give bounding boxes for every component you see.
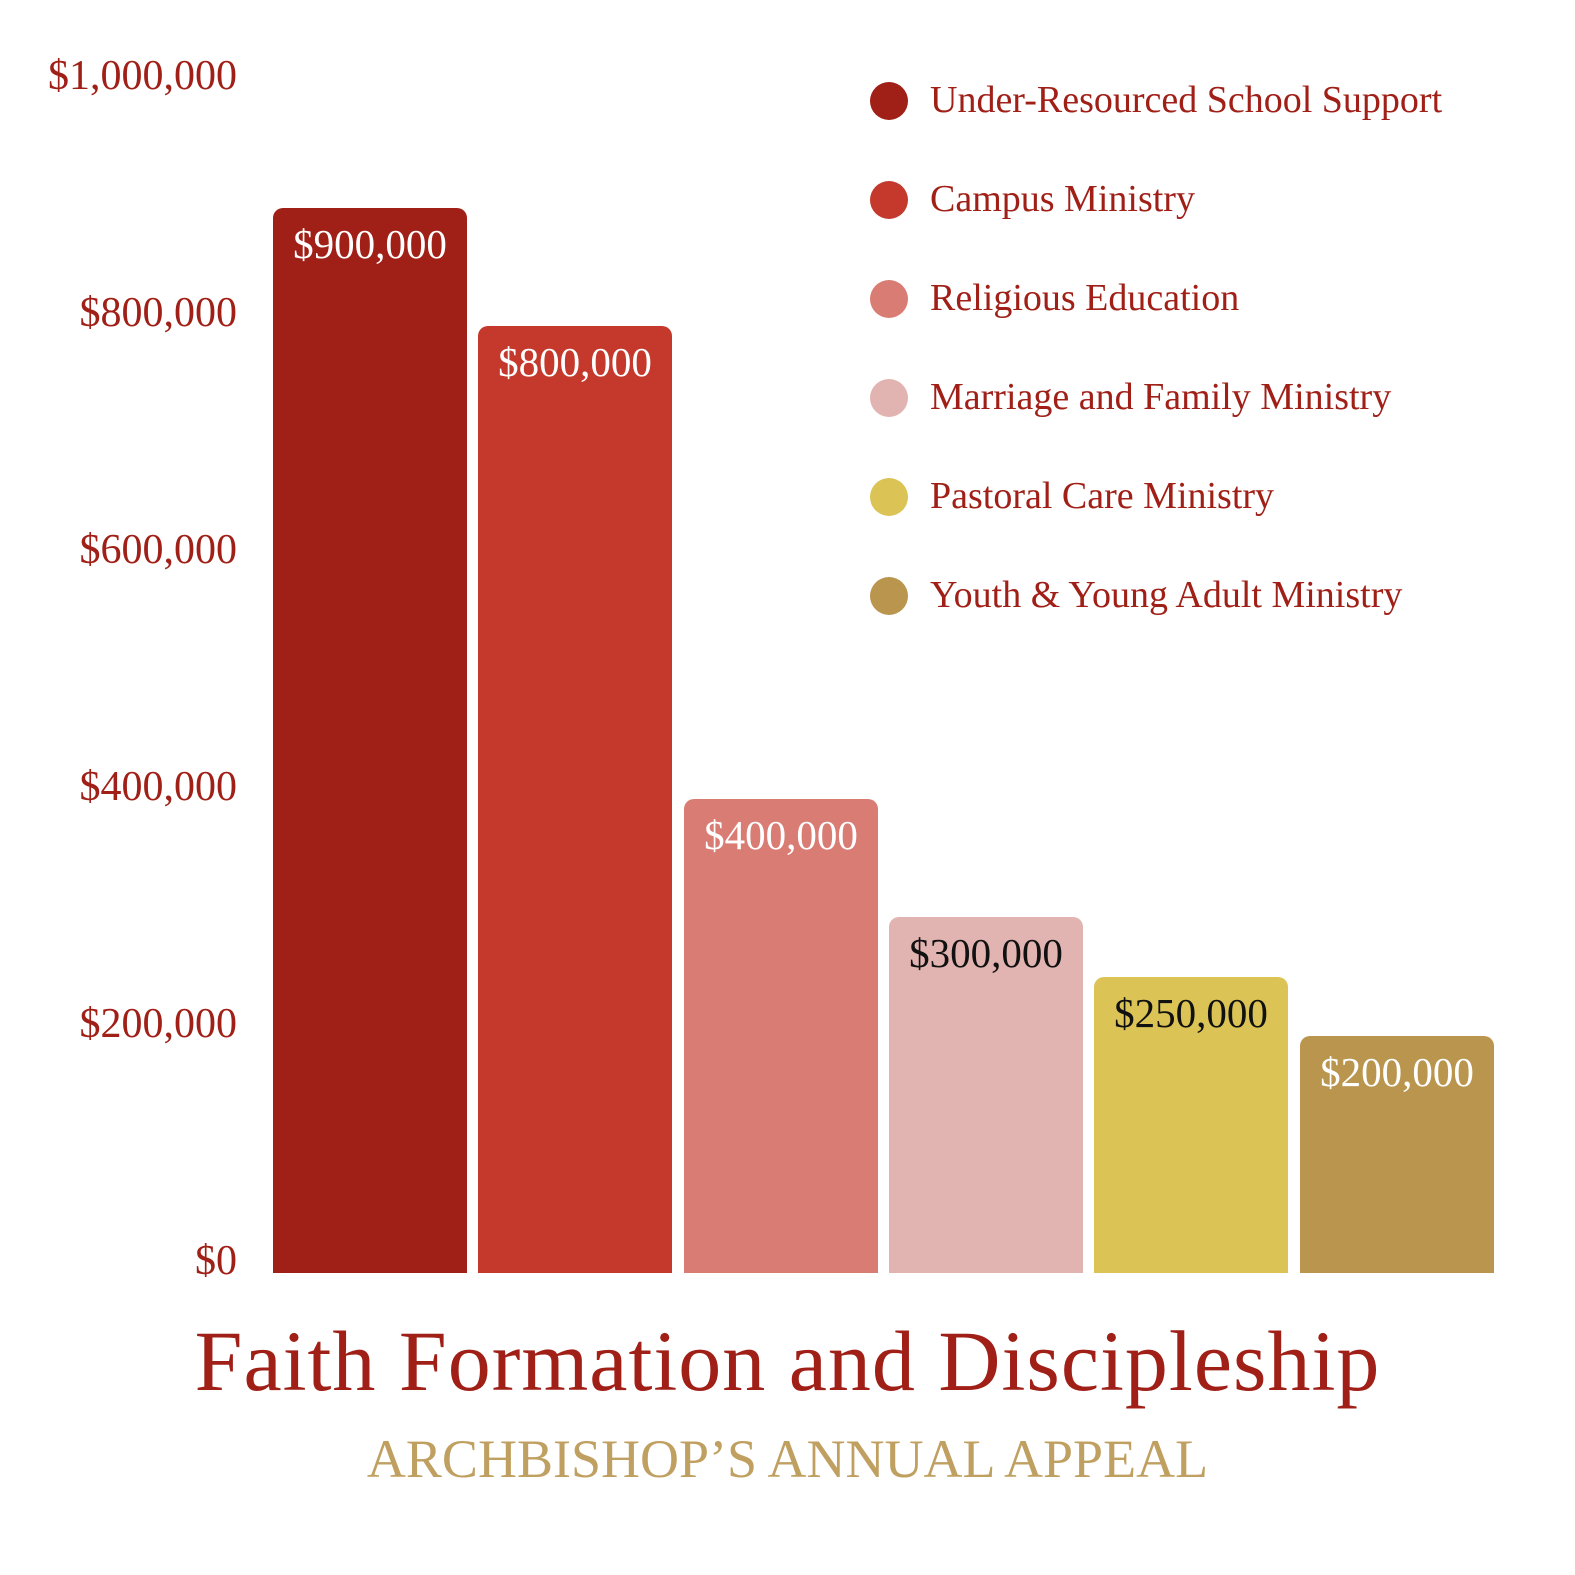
- bar-value-label: $900,000: [293, 221, 447, 267]
- bar-campus-ministry: $800,000: [478, 326, 672, 1273]
- circle-icon: [870, 280, 908, 318]
- y-tick-label: $600,000: [79, 527, 238, 573]
- circle-icon: [870, 577, 908, 615]
- legend-label: Campus Ministry: [930, 178, 1195, 220]
- circle-icon: [870, 181, 908, 219]
- bar-value-label: $200,000: [1320, 1049, 1474, 1095]
- legend-label: Marriage and Family Ministry: [930, 376, 1392, 418]
- bar-marriage-and-family-ministry: $300,000: [889, 917, 1083, 1273]
- legend-label: Youth & Young Adult Ministry: [930, 574, 1403, 616]
- circle-icon: [870, 379, 908, 417]
- bar-under-resourced-school-support: $900,000: [273, 208, 467, 1273]
- y-tick-label: $0: [195, 1238, 237, 1284]
- bar-youth-young-adult-ministry: $200,000: [1300, 1036, 1494, 1273]
- bar-value-label: $400,000: [704, 812, 858, 858]
- chart-subtitle: ARCHBISHOP’S ANNUAL APPEAL: [366, 1429, 1209, 1489]
- legend-label: Pastoral Care Ministry: [930, 475, 1275, 517]
- legend-label: Religious Education: [930, 277, 1240, 319]
- bar-religious-education: $400,000: [684, 799, 878, 1273]
- y-tick-label: $800,000: [79, 290, 238, 336]
- y-tick-label: $400,000: [79, 764, 238, 810]
- bar-value-label: $800,000: [498, 339, 652, 385]
- y-tick-label: $200,000: [79, 1001, 238, 1047]
- y-tick-label: $1,000,000: [48, 53, 237, 99]
- bar-value-label: $250,000: [1114, 990, 1268, 1036]
- bar-pastoral-care-ministry: $250,000: [1094, 977, 1288, 1273]
- circle-icon: [870, 82, 908, 120]
- chart-title: Faith Formation and Discipleship: [194, 1313, 1381, 1409]
- circle-icon: [870, 478, 908, 516]
- bar-value-label: $300,000: [909, 930, 1063, 976]
- legend-label: Under-Resourced School Support: [930, 79, 1443, 121]
